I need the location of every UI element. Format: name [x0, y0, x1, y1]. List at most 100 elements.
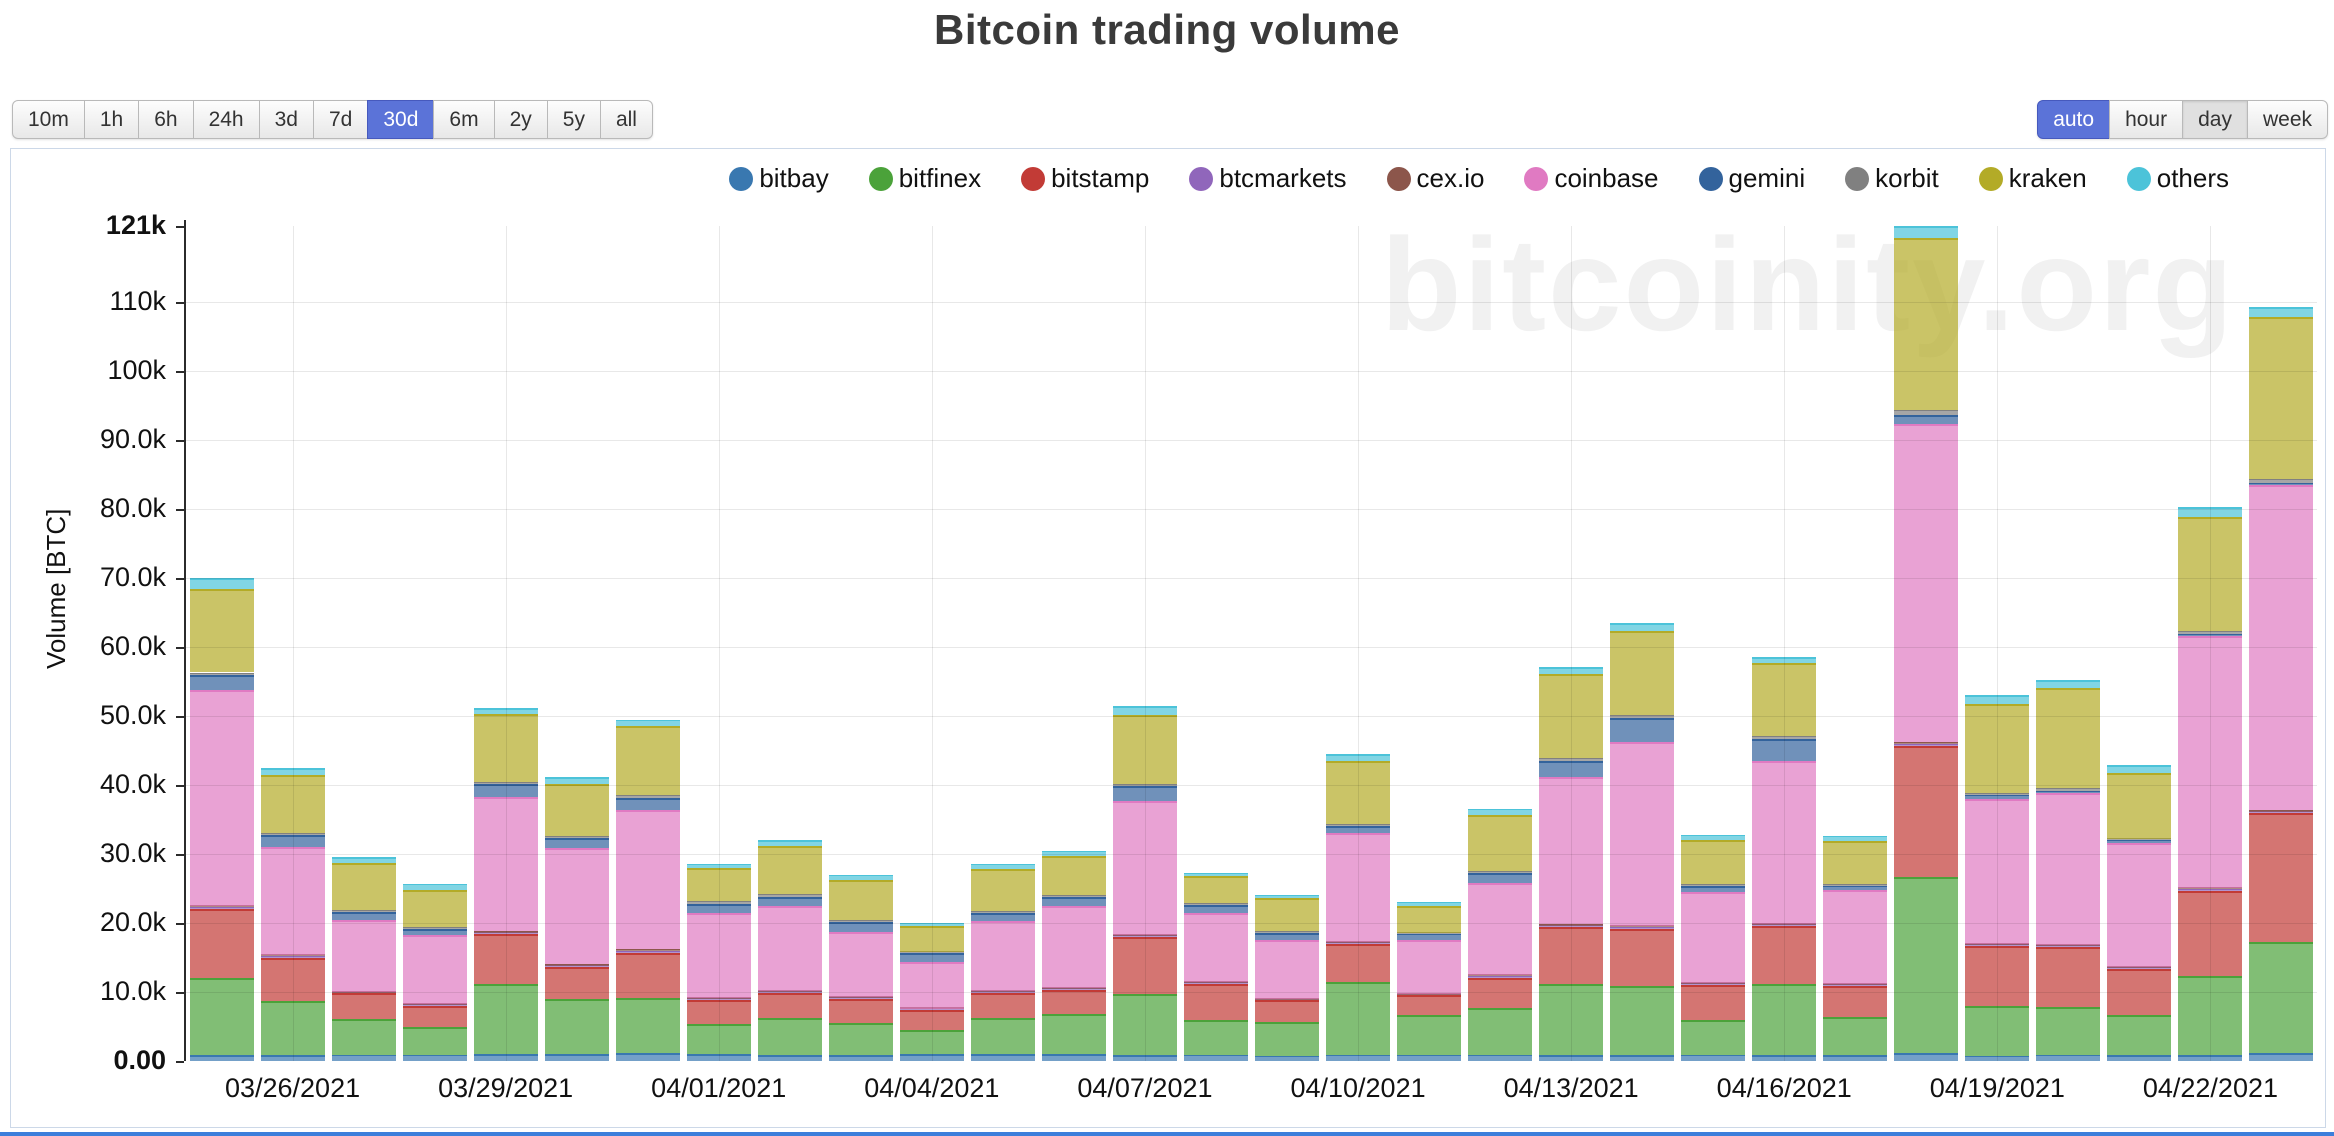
bar-04/15/2021-bitfinex[interactable]: [1681, 1019, 1746, 1056]
bar-04/01/2021-bitstamp[interactable]: [686, 1000, 751, 1024]
bar-04/20/2021-coinbase[interactable]: [2036, 793, 2101, 946]
bar-03/26/2021-bitstamp[interactable]: [260, 957, 325, 1001]
bar-04/07/2021-bitbay[interactable]: [1112, 1054, 1177, 1061]
legend-item-bitbay[interactable]: bitbay: [729, 163, 829, 194]
bar-03/29/2021-others[interactable]: [473, 707, 538, 714]
bar-04/21/2021-bitbay[interactable]: [2107, 1054, 2172, 1061]
bar-04/19/2021-bitfinex[interactable]: [1965, 1005, 2030, 1057]
bar-04/19/2021-bitbay[interactable]: [1965, 1056, 2030, 1061]
bar-04/09/2021-bitstamp[interactable]: [1255, 1000, 1320, 1022]
bar-04/04/2021-korbit[interactable]: [899, 951, 964, 954]
bar-04/17/2021-bitstamp[interactable]: [1823, 985, 1888, 1017]
bar-04/19/2021-coinbase[interactable]: [1965, 798, 2030, 944]
bar-04/18/2021-korbit[interactable]: [1894, 410, 1959, 416]
bar-04/02/2021-gemini[interactable]: [757, 896, 822, 906]
bar-03/31/2021-korbit[interactable]: [615, 794, 680, 799]
bar-04/16/2021-bitbay[interactable]: [1752, 1054, 1817, 1061]
bar-04/15/2021-gemini[interactable]: [1681, 885, 1746, 892]
bar-04/13/2021-bitbay[interactable]: [1539, 1054, 1604, 1061]
bar-04/08/2021-kraken[interactable]: [1183, 876, 1248, 903]
bar-04/06/2021-coinbase[interactable]: [1041, 905, 1106, 988]
bar-04/12/2021-kraken[interactable]: [1468, 814, 1533, 872]
bar-03/30/2021-gemini[interactable]: [544, 838, 609, 848]
bar-04/01/2021-bitbay[interactable]: [686, 1054, 751, 1061]
bar-04/14/2021-bitbay[interactable]: [1610, 1054, 1675, 1061]
bar-04/17/2021-coinbase[interactable]: [1823, 889, 1888, 984]
bar-03/27/2021-korbit[interactable]: [331, 909, 396, 912]
bar-04/07/2021-bitstamp[interactable]: [1112, 937, 1177, 995]
bar-04/09/2021-others[interactable]: [1255, 894, 1320, 899]
bar-04/04/2021-bitfinex[interactable]: [899, 1029, 964, 1055]
bar-04/12/2021-bitfinex[interactable]: [1468, 1007, 1533, 1056]
bar-03/27/2021-bitstamp[interactable]: [331, 993, 396, 1019]
bar-04/04/2021-bitbay[interactable]: [899, 1054, 964, 1061]
bar-04/23/2021-korbit[interactable]: [2249, 479, 2314, 484]
bar-04/12/2021-bitbay[interactable]: [1468, 1055, 1533, 1061]
bar-04/17/2021-bitfinex[interactable]: [1823, 1016, 1888, 1055]
bar-04/13/2021-bitfinex[interactable]: [1539, 984, 1604, 1055]
bar-04/04/2021-others[interactable]: [899, 922, 964, 927]
bar-04/14/2021-coinbase[interactable]: [1610, 742, 1675, 926]
bar-04/22/2021-bitbay[interactable]: [2178, 1054, 2243, 1061]
bar-04/11/2021-others[interactable]: [1397, 902, 1462, 907]
legend-item-korbit[interactable]: korbit: [1845, 163, 1939, 194]
bar-04/05/2021-bitfinex[interactable]: [970, 1018, 1035, 1055]
bar-04/07/2021-coinbase[interactable]: [1112, 800, 1177, 935]
bar-04/23/2021-others[interactable]: [2249, 306, 2314, 318]
bar-03/25/2021-kraken[interactable]: [189, 588, 254, 673]
bar-04/10/2021-bitstamp[interactable]: [1326, 944, 1391, 982]
bar-04/22/2021-korbit[interactable]: [2178, 631, 2243, 634]
bar-04/06/2021-bitfinex[interactable]: [1041, 1014, 1106, 1055]
bar-04/21/2021-bitstamp[interactable]: [2107, 969, 2172, 1015]
bar-03/26/2021-kraken[interactable]: [260, 775, 325, 834]
bar-03/28/2021-gemini[interactable]: [402, 929, 467, 936]
bar-04/16/2021-gemini[interactable]: [1752, 738, 1817, 761]
bar-04/02/2021-bitfinex[interactable]: [757, 1017, 822, 1055]
bar-04/08/2021-others[interactable]: [1183, 872, 1248, 877]
bar-04/20/2021-korbit[interactable]: [2036, 788, 2101, 791]
bar-04/14/2021-bitstamp[interactable]: [1610, 928, 1675, 986]
legend-item-kraken[interactable]: kraken: [1978, 163, 2087, 194]
bar-04/22/2021-kraken[interactable]: [2178, 517, 2243, 632]
bar-04/03/2021-bitfinex[interactable]: [828, 1023, 893, 1055]
time-range-button-6h[interactable]: 6h: [138, 100, 194, 140]
bar-04/05/2021-others[interactable]: [970, 863, 1035, 869]
bar-04/15/2021-bitbay[interactable]: [1681, 1055, 1746, 1061]
bar-04/16/2021-coinbase[interactable]: [1752, 760, 1817, 924]
bar-04/18/2021-bitstamp[interactable]: [1894, 745, 1959, 877]
bar-03/25/2021-korbit[interactable]: [189, 672, 254, 675]
bar-04/17/2021-gemini[interactable]: [1823, 885, 1888, 890]
bar-04/12/2021-coinbase[interactable]: [1468, 882, 1533, 975]
bar-03/30/2021-kraken[interactable]: [544, 783, 609, 837]
bar-04/08/2021-korbit[interactable]: [1183, 902, 1248, 906]
bar-03/31/2021-coinbase[interactable]: [615, 809, 680, 950]
bar-04/03/2021-bitstamp[interactable]: [828, 998, 893, 1024]
bar-04/18/2021-bitfinex[interactable]: [1894, 876, 1959, 1053]
bar-04/13/2021-kraken[interactable]: [1539, 673, 1604, 759]
bar-04/23/2021-bitfinex[interactable]: [2249, 942, 2314, 1053]
bar-04/23/2021-gemini[interactable]: [2249, 483, 2314, 486]
bar-03/26/2021-gemini[interactable]: [260, 835, 325, 848]
bar-04/03/2021-kraken[interactable]: [828, 879, 893, 921]
bar-04/10/2021-bitfinex[interactable]: [1326, 981, 1391, 1056]
bar-04/05/2021-bitstamp[interactable]: [970, 993, 1035, 1019]
bar-03/28/2021-bitstamp[interactable]: [402, 1005, 467, 1027]
bar-04/20/2021-bitstamp[interactable]: [2036, 947, 2101, 1008]
bar-03/31/2021-gemini[interactable]: [615, 798, 680, 810]
bar-03/30/2021-korbit[interactable]: [544, 836, 609, 839]
bar-03/25/2021-bitbay[interactable]: [189, 1054, 254, 1061]
time-range-button-2y[interactable]: 2y: [493, 100, 548, 140]
bar-04/08/2021-bitbay[interactable]: [1183, 1055, 1248, 1061]
bar-04/12/2021-gemini[interactable]: [1468, 873, 1533, 883]
bar-04/02/2021-coinbase[interactable]: [757, 905, 822, 991]
bar-04/11/2021-bitfinex[interactable]: [1397, 1014, 1462, 1056]
bar-04/19/2021-korbit[interactable]: [1965, 793, 2030, 796]
bar-04/14/2021-bitfinex[interactable]: [1610, 985, 1675, 1055]
bar-04/21/2021-others[interactable]: [2107, 764, 2172, 774]
bar-03/31/2021-kraken[interactable]: [615, 725, 680, 795]
time-range-button-30d[interactable]: 30d: [367, 100, 435, 140]
bar-04/19/2021-others[interactable]: [1965, 695, 2030, 704]
bar-03/27/2021-coinbase[interactable]: [331, 920, 396, 992]
bar-04/10/2021-bitbay[interactable]: [1326, 1055, 1391, 1061]
bar-04/01/2021-coinbase[interactable]: [686, 912, 751, 999]
